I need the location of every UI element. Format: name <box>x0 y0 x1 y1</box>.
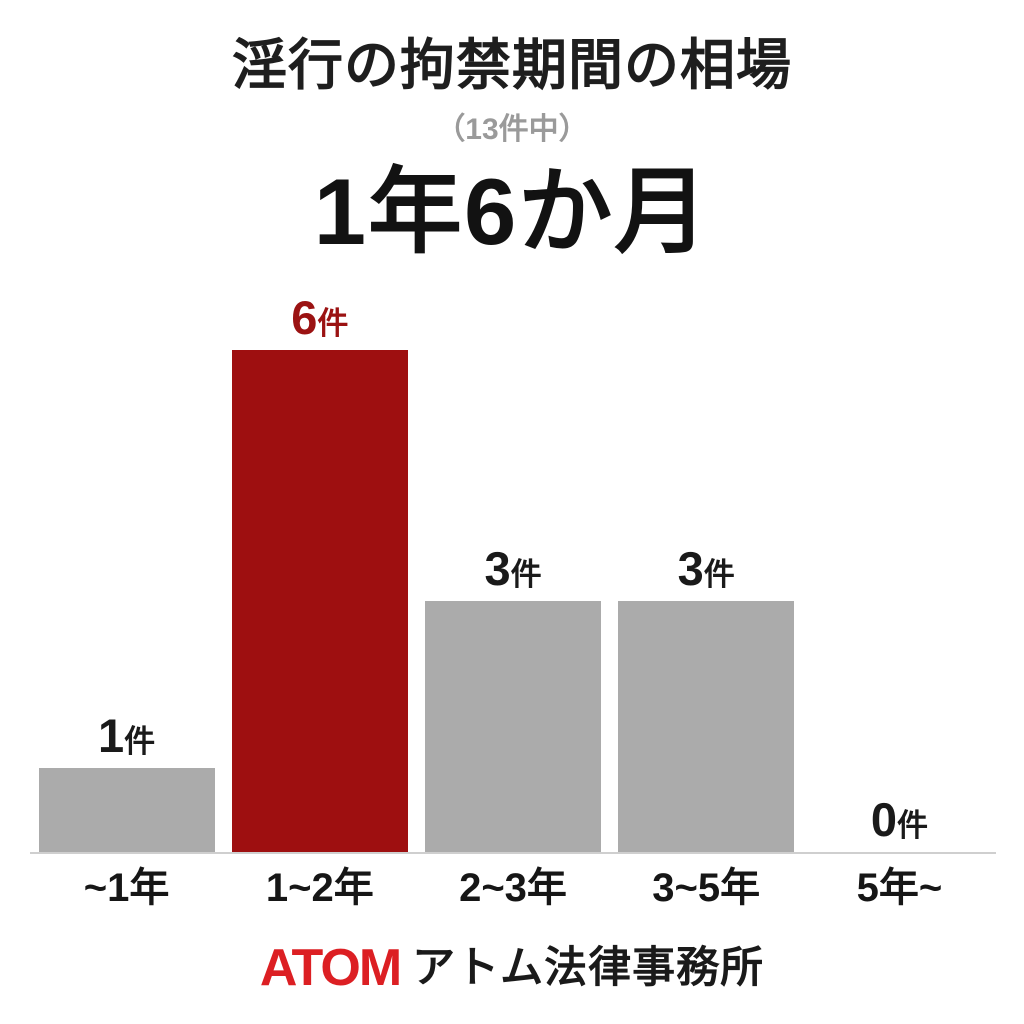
bar <box>38 768 215 852</box>
bar-value-number: 3 <box>677 542 704 595</box>
bar <box>618 601 795 852</box>
bar-value-number: 6 <box>291 291 318 344</box>
bar-value-label: 3件 <box>484 545 541 592</box>
bar-value-number: 0 <box>870 793 897 846</box>
bar-value-unit: 件 <box>510 557 542 592</box>
bar-slot: 6件 <box>223 292 416 852</box>
bar-chart: 1件 6件 3件 3件 0件 <box>30 292 996 854</box>
bar-value-unit: 件 <box>124 724 156 759</box>
bar <box>231 350 408 852</box>
bar-value-unit: 件 <box>703 557 735 592</box>
bar-value-number: 3 <box>484 542 511 595</box>
x-axis-label: 2~3年 <box>459 866 567 910</box>
chart-subtitle: （13件中） <box>435 113 589 146</box>
bar-slot: 0件 <box>803 292 996 852</box>
x-axis-label: ~1年 <box>83 866 170 910</box>
bar-slot: 3件 <box>610 292 803 852</box>
bar-value-label: 6件 <box>291 294 348 341</box>
law-firm-name: アトム法律事務所 <box>412 943 765 992</box>
bar-value-unit: 件 <box>317 306 349 341</box>
bar-value-label: 1件 <box>98 712 155 759</box>
x-axis-label: 3~5年 <box>652 866 761 910</box>
bar <box>425 601 601 852</box>
bar-value-number: 1 <box>98 709 125 762</box>
x-axis-label: 5年~ <box>856 866 943 910</box>
bar-value-label: 0件 <box>871 796 928 843</box>
bar-value-label: 3件 <box>678 545 735 592</box>
bar-slot: 3件 <box>416 292 609 852</box>
headline-value: 1年6か月 <box>313 159 711 264</box>
footer-logo: ATOM アトム法律事務所 <box>0 942 1024 994</box>
bar-slot: 1件 <box>30 292 223 852</box>
chart-title: 淫行の拘禁期間の相場 <box>231 34 792 96</box>
x-axis-label: 1~2年 <box>265 866 374 910</box>
x-axis-labels: ~1年 1~2年 2~3年 3~5年 5年~ <box>30 864 996 912</box>
bar-value-unit: 件 <box>896 808 928 843</box>
atom-logo-text: ATOM <box>259 939 402 997</box>
